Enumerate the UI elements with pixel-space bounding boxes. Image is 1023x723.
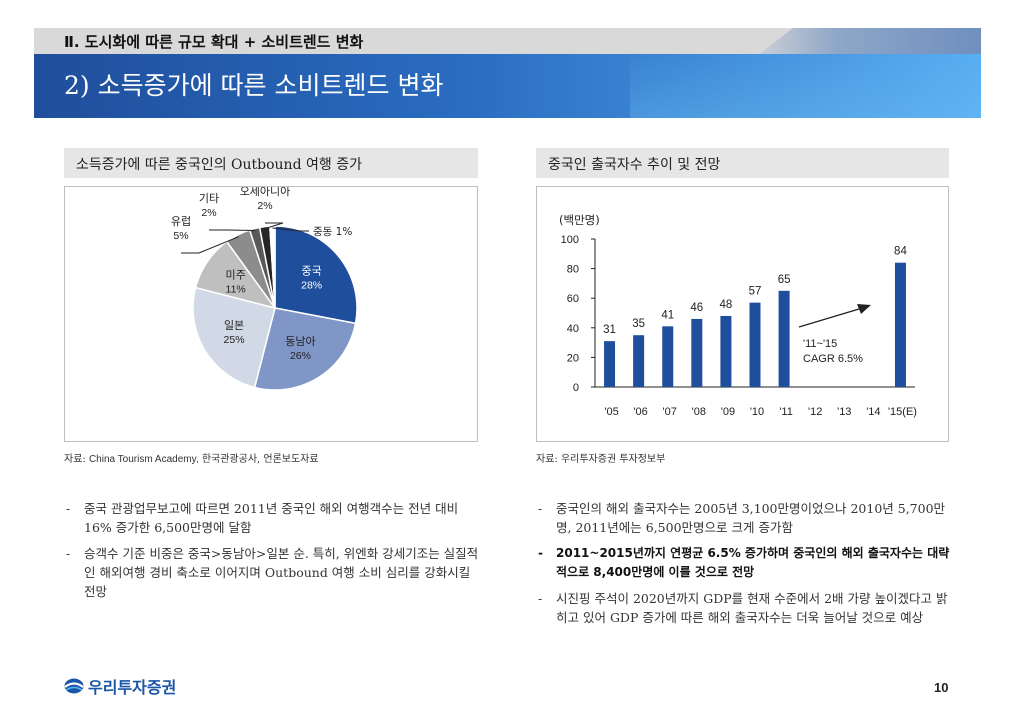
pie-slice-label: 오세아니아 [240,187,291,198]
data-label: 35 [632,318,645,330]
pie-slice-value: 5% [173,230,188,242]
data-label: 41 [661,309,674,321]
section-title: Ⅱ. 도시화에 따른 규모 확대 + 소비트렌드 변화 [64,33,364,51]
bar [778,290,790,387]
x-tick-label: '13 [837,406,851,418]
bar [894,262,906,387]
y-tick-label: 60 [567,293,579,305]
pie-slice-label: 동남아 [285,335,315,348]
pie-slice-label: 중국 [302,265,322,278]
company-logo: 우리투자증권 [64,674,176,698]
section-bar-accent [759,28,981,54]
logo-text: 우리투자증권 [88,678,177,697]
bar [691,318,703,387]
pie-slice-label: 일본 [224,318,244,332]
bullet-item: 시진핑 주석이 2020년까지 GDP를 현재 수준에서 2배 가량 높이겠다고… [536,589,956,627]
pie-slice [253,307,357,391]
leader-line [181,236,239,254]
pie-slice-value: 26% [290,350,311,362]
leader-line [209,229,256,232]
x-tick-label: '06 [633,406,647,418]
annotation-label: '11~'15 [803,338,837,350]
pie-slice-label: 유럽 [171,214,191,228]
pie-slice-value: 11% [226,283,246,295]
y-tick-label: 0 [573,382,579,394]
logo-icon [64,678,84,694]
page-title: 2) 소득증가에 따른 소비트렌드 변화 [64,71,444,100]
left-source: 자료: China Tourism Academy, 한국관광공사, 언론보도자… [64,454,319,465]
leader-line [264,222,284,230]
bar-chart: (백만명) 0 20 40 60 80 100 '05 31 '06 35 '07 41 '08 46 '09… [559,213,917,418]
bullet-item: 중국 관광업무보고에 따르면 2011년 중국인 해외 여행객수는 전년 대비 … [64,499,484,537]
data-label: 65 [778,274,791,286]
title-band [34,54,981,118]
data-label: 48 [720,299,733,311]
pie-slice-label: 기타 [199,192,219,205]
pie-slice-label: 미주 [226,268,246,281]
bar [604,341,616,387]
x-tick-label: '15(E) [888,406,917,418]
cagr-arrow [798,304,871,328]
right-panel-heading: 중국인 출국자수 추이 및 전망 [536,148,949,178]
bar [720,315,732,387]
annotation-label: CAGR 6.5% [803,353,863,365]
y-unit-label: (백만명) [559,213,600,227]
bullet-item: 2011~2015년까지 연평균 6.5% 증가하며 중국인의 해외 출국자수는… [536,544,956,582]
y-tick-label: 100 [561,234,579,246]
right-bullet-list: 중국인의 해외 출국자수는 2005년 3,100만명이었으나 2010년 5,… [536,499,956,634]
pie-slice-value: 2% [257,200,272,212]
y-tick-label: 20 [567,352,579,364]
x-tick-label: '08 [692,406,706,418]
x-tick-label: '09 [721,406,735,418]
bar [749,302,761,387]
y-tick-label: 40 [567,323,579,335]
left-bullet-list: 중국 관광업무보고에 따르면 2011년 중국인 해외 여행객수는 전년 대비 … [64,499,484,608]
page-number: 10 [934,680,949,695]
bar [662,326,674,387]
data-label: 31 [603,324,616,336]
arrow-head [857,304,871,314]
pie-slice [274,225,358,325]
x-tick-label: '12 [808,406,822,418]
bar-chart-box: (백만명) 0 20 40 60 80 100 '05 31 '06 35 '07 41 '08 46 '09… [536,186,949,442]
bullet-item: 승객수 기준 비중은 중국>동남아>일본 순. 특히, 위엔화 강세기조는 실질… [64,544,484,601]
pie-slice-value: 28% [301,280,322,292]
pie-chart: 중국 28% 동남아 26% 일본 25% 미주 11% 유럽 5% 기타 2% 오세아니아 2% 중동 1… [171,185,358,391]
data-label: 57 [749,286,762,298]
data-label: 46 [690,302,703,314]
left-panel-heading: 소득증가에 따른 중국인의 Outbound 여행 증가 [64,148,478,178]
y-tick-label: 80 [567,264,579,276]
data-label: 84 [894,246,907,258]
pie-slice [192,286,276,389]
right-source: 자료: 우리투자증권 투자정보부 [536,454,666,465]
bar [633,335,645,387]
x-tick-label: '10 [750,406,764,418]
x-tick-label: '05 [604,406,618,418]
bullet-item: 중국인의 해외 출국자수는 2005년 3,100만명이었으나 2010년 5,… [536,499,956,537]
x-tick-label: '07 [663,406,677,418]
pie-slice-value: 25% [224,334,245,346]
x-tick-label: '14 [866,406,880,418]
x-tick-label: '11 [779,406,793,418]
leader-line [272,227,309,232]
pie-slice-label: 중동 1% [313,226,352,238]
arrow-line [798,308,860,328]
pie-chart-box: 중국 28% 동남아 26% 일본 25% 미주 11% 유럽 5% 기타 2% 오세아니아 2% 중동 1… [64,185,478,442]
pie-slice-value: 2% [201,207,216,219]
